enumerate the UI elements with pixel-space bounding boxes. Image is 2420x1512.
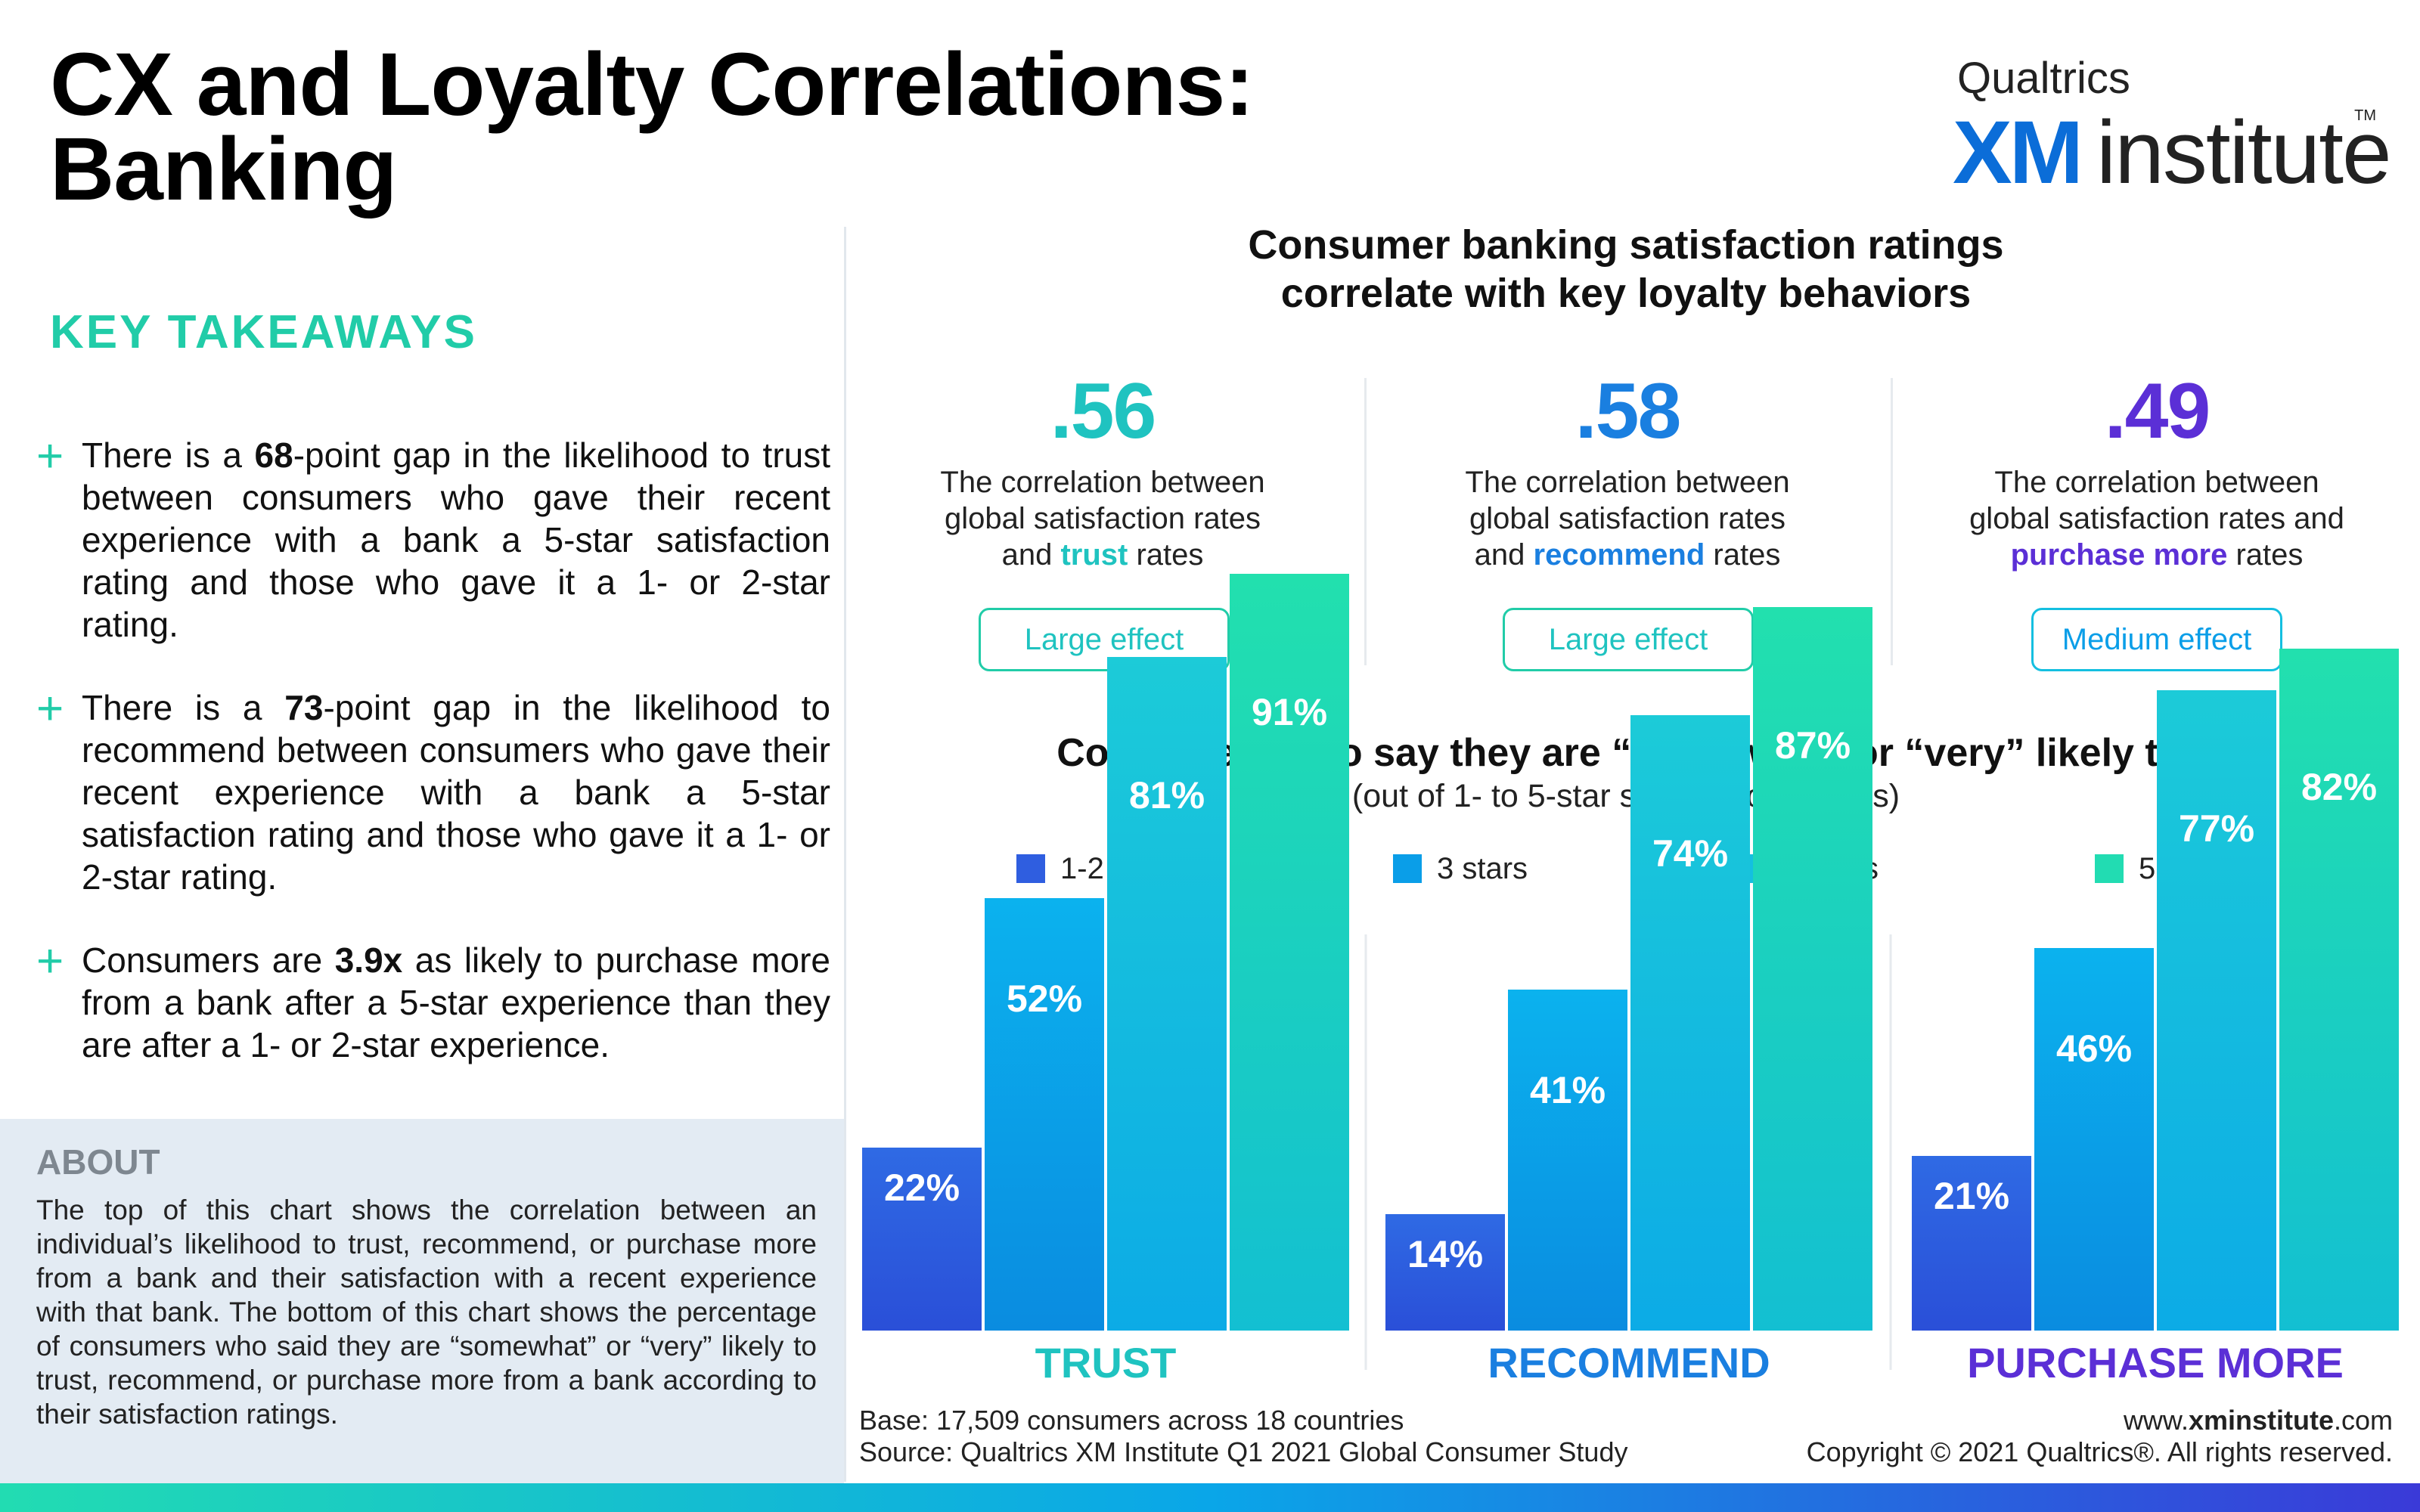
correlation-purchase-more: .49 The correlation between global satis… xyxy=(1915,367,2399,573)
bar-value-label: 14% xyxy=(1407,1233,1483,1275)
bar-recommend-4 xyxy=(1753,607,1872,1331)
about-text: The top of this chart shows the correlat… xyxy=(36,1194,817,1430)
logo-xm: XM xyxy=(1953,103,2083,203)
page-title-line-2: Banking xyxy=(50,119,398,219)
qualtrics-xm-institute-logo: Qualtrics XM institute TM xyxy=(1953,53,2392,203)
correlation-value: .56 xyxy=(1050,367,1157,455)
bar-trust-2 xyxy=(985,898,1104,1331)
logo-trademark: TM xyxy=(2354,107,2376,124)
plus-icon: + xyxy=(36,935,64,987)
legend-item: 1-2 stars xyxy=(1016,850,1178,888)
bar-trust-1 xyxy=(862,1148,982,1331)
footer-right: www.xminstitute.com Copyright © 2021 Qua… xyxy=(1807,1405,2393,1468)
legend-item: 4 stars xyxy=(1744,850,1879,888)
bar-value-label: 41% xyxy=(1530,1069,1606,1111)
source-note: Source: Qualtrics XM Institute Q1 2021 G… xyxy=(859,1436,1628,1467)
bar-value-label: 91% xyxy=(1252,691,1327,733)
correlation-recommend: .58 The correlation between global satis… xyxy=(1385,367,1869,573)
correlation-description: The correlation between global satisfact… xyxy=(1465,466,1790,572)
legend-label: 5 stars xyxy=(2139,851,2230,885)
effect-badge-recommend: Large effect xyxy=(1503,608,1754,671)
takeaway-text: Consumers are 3.9x as likely to purchase… xyxy=(82,940,830,1064)
bar-value-label: 52% xyxy=(1007,978,1082,1020)
bar-recommend-2 xyxy=(1508,990,1627,1331)
page-title: CX and Loyalty Correlations: Banking xyxy=(50,35,1260,219)
website-link[interactable]: www.xminstitute.com xyxy=(2123,1405,2393,1436)
correlation-description: The correlation between global satisfact… xyxy=(940,466,1265,572)
legend-swatch xyxy=(1016,854,1045,883)
bar-value-label: 46% xyxy=(2056,1027,2132,1070)
column-separator xyxy=(1364,378,1367,665)
chart-subtitle: (out of 1- to 5-star satisfaction rating… xyxy=(1351,778,1900,814)
legend-swatch xyxy=(1744,854,1773,883)
vertical-divider xyxy=(844,227,846,1482)
bar-recommend-1 xyxy=(1385,1214,1505,1331)
bar-value-label: 74% xyxy=(1652,832,1728,875)
logo-institute: institute xyxy=(2096,103,2392,203)
base-note: Base: 17,509 consumers across 18 countri… xyxy=(859,1405,1404,1436)
legend-label: 3 stars xyxy=(1437,851,1528,885)
page-title-line-1: CX and Loyalty Correlations: xyxy=(50,35,1255,135)
copyright-text: Copyright © 2021 Qualtrics®. All rights … xyxy=(1806,1436,2393,1467)
bar-purchase-more-2 xyxy=(2034,948,2154,1331)
bottom-gradient-bar xyxy=(0,1483,2420,1512)
correlation-description: The correlation between global satisfact… xyxy=(1969,466,2344,572)
correlation-value: .58 xyxy=(1575,367,1682,455)
bar-purchase-more-1 xyxy=(1912,1156,2031,1331)
legend-label: 1-2 stars xyxy=(1060,851,1178,885)
category-label: PURCHASE MORE xyxy=(1967,1339,2344,1387)
bar-trust-4 xyxy=(1230,574,1349,1331)
footnote: Base: 17,509 consumers across 18 countri… xyxy=(859,1405,1627,1468)
bar-value-label: 21% xyxy=(1934,1175,2009,1217)
about-panel: ABOUT The top of this chart shows the co… xyxy=(0,1119,844,1485)
bar-value-label: 22% xyxy=(884,1167,960,1209)
takeaway-text: There is a 68-point gap in the likelihoo… xyxy=(82,435,830,644)
column-separator xyxy=(1891,378,1893,665)
legend-swatch xyxy=(2095,854,2124,883)
chart-title: Consumers who say they are “somewhat” or… xyxy=(1056,731,2195,775)
correlation-value: .49 xyxy=(2104,367,2211,455)
plus-icon: + xyxy=(36,430,64,482)
about-heading: ABOUT xyxy=(36,1142,160,1182)
key-takeaways-heading: KEY TAKEAWAYS xyxy=(50,306,478,358)
effect-badge-trust: Large effect xyxy=(979,608,1230,671)
legend-item: 5 stars xyxy=(2095,850,2229,888)
legend-item: 3 stars xyxy=(1393,850,1528,888)
effect-badge-purchase-more: Medium effect xyxy=(2031,608,2282,671)
logo-brand: Qualtrics xyxy=(1957,54,2130,103)
legend-swatch xyxy=(1393,854,1422,883)
legend-label: 4 stars xyxy=(1788,851,1879,885)
plus-icon: + xyxy=(36,683,64,735)
takeaway-text: There is a 73-point gap in the likelihoo… xyxy=(82,688,831,897)
category-label: TRUST xyxy=(1035,1339,1177,1387)
category-label: RECOMMEND xyxy=(1488,1339,1770,1387)
correlation-trust: .56 The correlation between global satis… xyxy=(861,367,1345,573)
correlation-section-title: Consumer banking satisfaction ratings co… xyxy=(1248,222,2004,316)
